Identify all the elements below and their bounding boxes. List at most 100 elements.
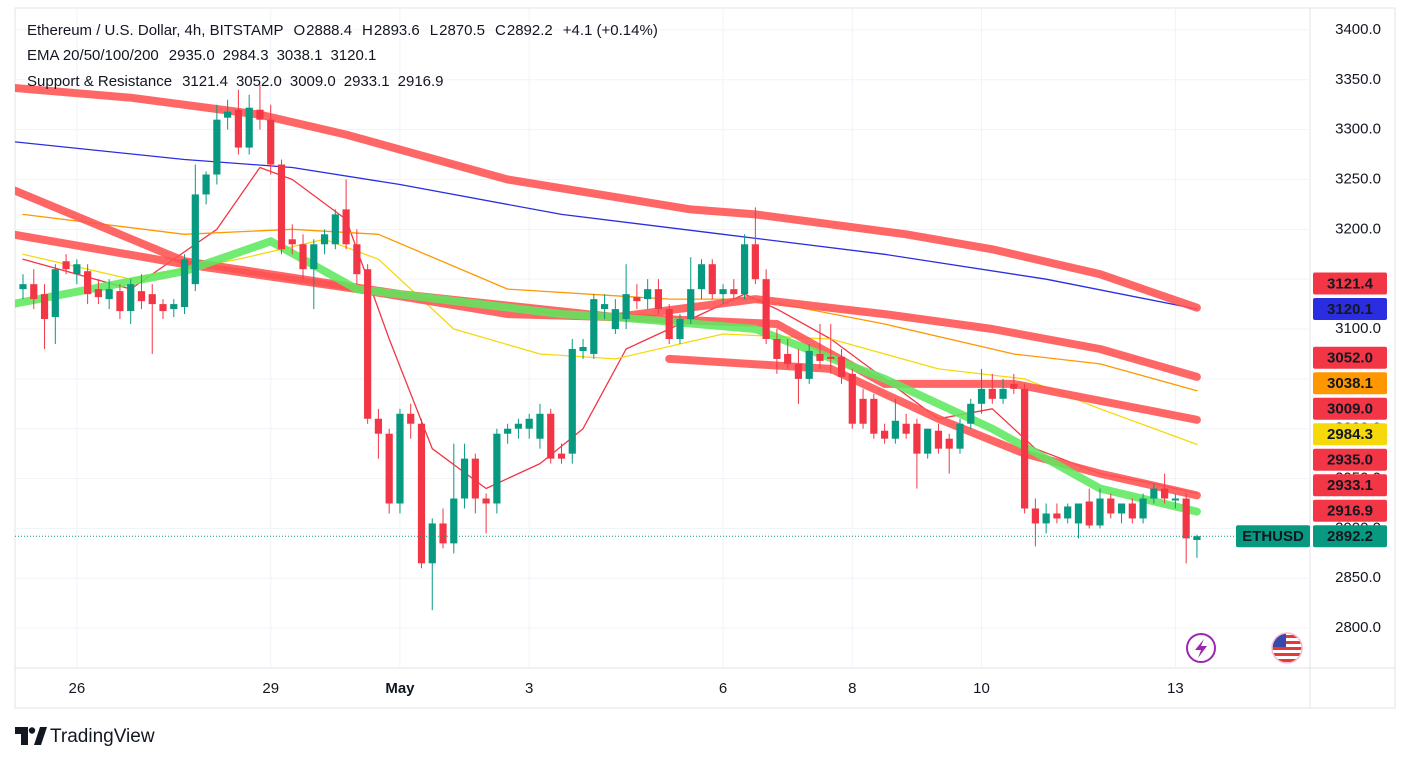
candle-body bbox=[1150, 488, 1158, 499]
candle-body bbox=[62, 261, 70, 270]
ohlc-value: 2870.5 bbox=[439, 22, 485, 39]
candle-body bbox=[1117, 503, 1126, 514]
candle-body bbox=[794, 363, 803, 379]
candle-body bbox=[159, 304, 167, 312]
candle-body bbox=[1042, 513, 1050, 524]
candle-body bbox=[848, 373, 856, 424]
ema-line bbox=[22, 238, 1198, 446]
symbol-title: Ethereum / U.S. Dollar, 4h, BITSTAMP bbox=[27, 22, 283, 39]
price-badge-label: 3120.1 bbox=[1327, 301, 1373, 318]
candle-body bbox=[751, 244, 759, 280]
price-badge-label: 2984.3 bbox=[1327, 426, 1373, 443]
indicator-label: Support & Resistance bbox=[27, 73, 172, 90]
candle-body bbox=[1128, 503, 1136, 519]
candle-body bbox=[213, 119, 221, 175]
candle-body bbox=[1107, 498, 1115, 514]
candle-body bbox=[924, 428, 932, 454]
candle-body bbox=[644, 289, 652, 300]
x-tick-label: 3 bbox=[525, 680, 533, 697]
candle-body bbox=[277, 164, 286, 250]
price-badge bbox=[1313, 423, 1387, 446]
candle-body bbox=[837, 356, 846, 377]
candle-body bbox=[579, 346, 587, 351]
indicator-value: 3120.1 bbox=[330, 47, 376, 64]
ohlc-value: 2893.6 bbox=[374, 22, 420, 39]
candle-body bbox=[590, 299, 598, 354]
candle-body bbox=[224, 111, 232, 118]
x-tick-label: 29 bbox=[262, 680, 279, 697]
candle-body bbox=[73, 264, 81, 275]
candle-body bbox=[536, 413, 544, 439]
candle-body bbox=[633, 297, 641, 302]
candle-body bbox=[94, 289, 102, 298]
candle-body bbox=[827, 356, 835, 359]
candle-body bbox=[687, 289, 695, 320]
candle-body bbox=[859, 398, 867, 424]
candle-body bbox=[267, 119, 275, 165]
candle-body bbox=[256, 109, 264, 120]
candle-body bbox=[310, 244, 318, 270]
candle-body bbox=[450, 498, 458, 544]
candle-body bbox=[320, 234, 329, 245]
y-tick-label: 3400.0 bbox=[1335, 21, 1381, 38]
candle-body bbox=[504, 428, 512, 434]
candle-body bbox=[1053, 513, 1061, 519]
candle-body bbox=[202, 174, 210, 195]
candle-body bbox=[493, 433, 501, 504]
indicator-value: 3121.4 bbox=[182, 73, 228, 90]
candle-body bbox=[773, 338, 781, 359]
candle-body bbox=[622, 294, 630, 320]
candle-body bbox=[105, 289, 113, 300]
price-badge bbox=[1313, 346, 1387, 369]
candle-body bbox=[482, 498, 490, 504]
candle-body bbox=[19, 284, 27, 290]
price-badge bbox=[1313, 474, 1387, 497]
y-tick-label: 2850.0 bbox=[1335, 569, 1381, 586]
candle-body bbox=[84, 271, 92, 295]
x-tick-label: 6 bbox=[719, 680, 727, 697]
candle-body bbox=[288, 239, 296, 245]
candle-body bbox=[557, 453, 566, 459]
brand-name: TradingView bbox=[50, 726, 155, 747]
y-tick-label: 3250.0 bbox=[1335, 170, 1381, 187]
candle-body bbox=[956, 423, 964, 449]
price-badge-label: 3121.4 bbox=[1327, 275, 1374, 292]
grid bbox=[15, 8, 1310, 668]
y-tick-label: 3300.0 bbox=[1335, 121, 1381, 138]
candle-body bbox=[460, 458, 469, 499]
price-change: +4.1 (+0.14%) bbox=[563, 22, 658, 39]
y-tick-label: 3100.0 bbox=[1335, 320, 1381, 337]
candle-body bbox=[665, 309, 673, 339]
us-flag-icon[interactable] bbox=[1271, 632, 1303, 664]
lightning-icon[interactable] bbox=[1186, 633, 1216, 663]
candle-body bbox=[40, 294, 49, 320]
candle-body bbox=[234, 109, 242, 148]
candle-body bbox=[547, 413, 555, 459]
candle-body bbox=[331, 214, 339, 245]
indicator-value: 3052.0 bbox=[236, 73, 282, 90]
candle-body bbox=[762, 279, 770, 339]
price-badge-label: 3052.0 bbox=[1327, 350, 1373, 367]
candle-body bbox=[1031, 508, 1039, 524]
candle-body bbox=[428, 523, 436, 564]
plot-area bbox=[15, 84, 1310, 611]
candle-body bbox=[945, 438, 953, 449]
price-badge-label: 2892.2 bbox=[1327, 528, 1373, 545]
candle-body bbox=[881, 430, 889, 439]
candle-body bbox=[740, 244, 749, 295]
candle-body bbox=[902, 423, 910, 434]
candle-body bbox=[1193, 536, 1201, 540]
candle-body bbox=[137, 291, 146, 302]
ohlc-value: 2888.4 bbox=[306, 22, 352, 39]
ohlc-letter: O bbox=[293, 22, 305, 39]
candle-body bbox=[870, 398, 878, 434]
candle-body bbox=[1161, 488, 1169, 499]
candle-body bbox=[816, 353, 824, 361]
candle-body bbox=[1085, 501, 1093, 526]
candle-body bbox=[191, 194, 199, 285]
candle-body bbox=[967, 403, 975, 424]
candle-body bbox=[676, 319, 684, 339]
ohlc-letter: H bbox=[362, 22, 373, 39]
candle-body bbox=[514, 423, 523, 429]
